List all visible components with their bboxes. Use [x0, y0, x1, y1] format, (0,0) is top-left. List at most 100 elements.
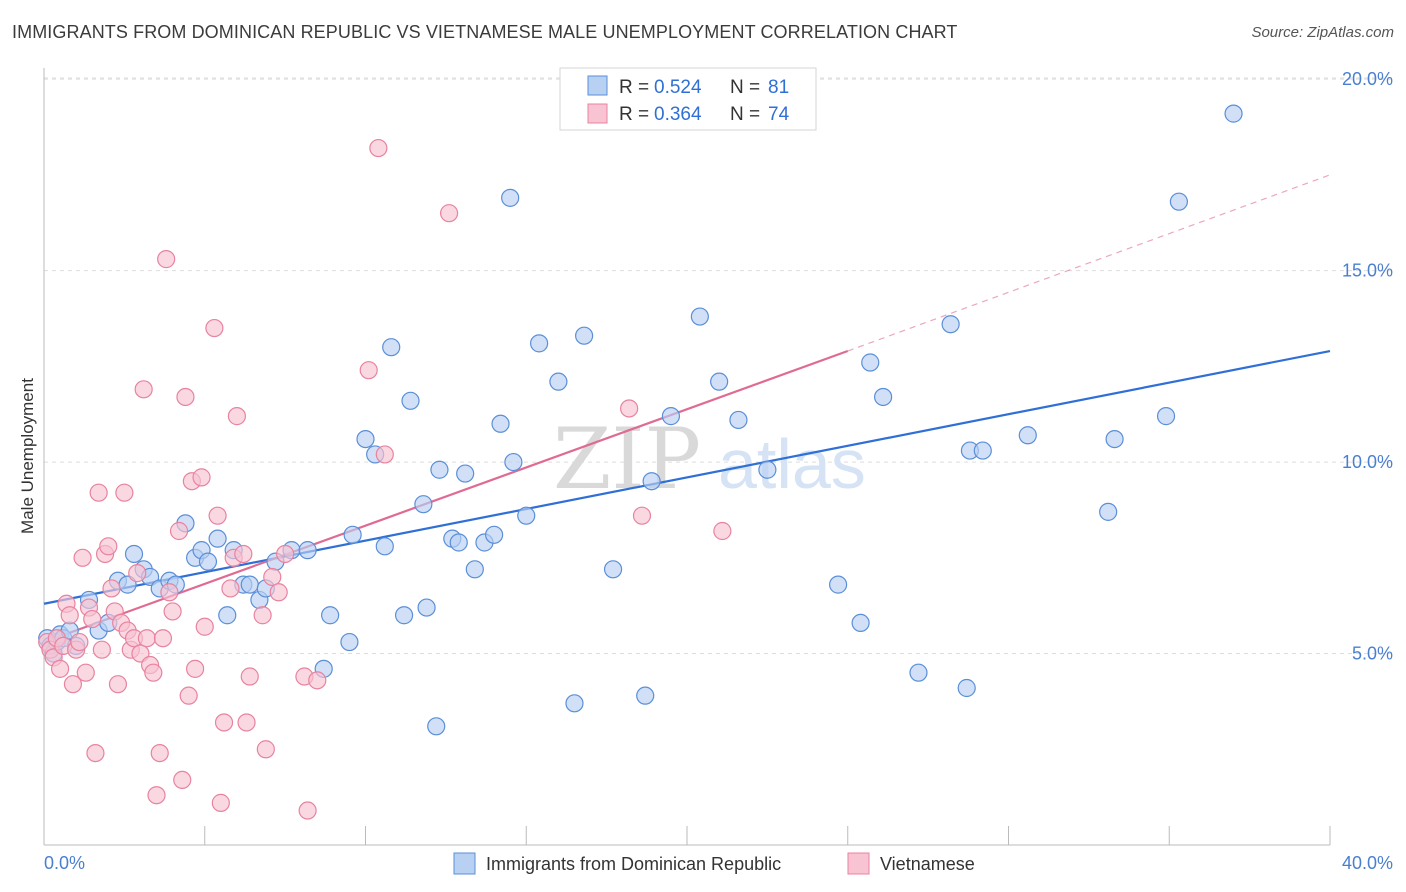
data-point-blue: [491, 414, 510, 433]
data-point-blue: [456, 464, 475, 483]
legend-n-label-pink: N =: [730, 104, 760, 125]
data-point-pink: [620, 399, 639, 418]
data-point-pink: [153, 629, 173, 648]
data-point-pink: [83, 609, 102, 629]
data-point-pink: [86, 743, 105, 763]
bottom-legend-label-pink: Vietnamese: [880, 854, 975, 874]
data-point-pink: [147, 786, 166, 805]
data-point-pink: [173, 770, 192, 790]
data-point-blue: [517, 506, 536, 525]
data-point-blue: [321, 606, 340, 625]
data-point-blue: [485, 525, 504, 544]
data-point-blue: [861, 353, 880, 372]
data-point-pink: [160, 583, 179, 602]
data-point-pink: [308, 671, 327, 690]
data-point-blue: [603, 560, 623, 579]
data-point-blue: [298, 541, 317, 560]
data-point-pink: [150, 743, 169, 763]
trend-line-extension-pink: [847, 174, 1331, 352]
data-point-pink: [195, 617, 214, 636]
data-point-pink: [176, 387, 195, 407]
series-blue: [38, 104, 1243, 736]
data-point-pink: [713, 521, 732, 541]
data-point-blue: [642, 472, 661, 491]
data-point-blue: [401, 391, 420, 410]
data-point-blue: [501, 188, 520, 207]
legend-n-value-pink: 74: [768, 104, 790, 125]
y-tick-label: 10.0%: [1342, 452, 1393, 472]
watermark-zip: ZIP: [553, 410, 701, 508]
legend-r-label-blue: R =: [619, 77, 649, 98]
data-point-blue: [427, 717, 446, 736]
data-point-blue: [941, 315, 960, 334]
data-point-blue: [340, 632, 359, 652]
data-point-blue: [356, 429, 375, 449]
y-tick-label: 15.0%: [1342, 261, 1393, 281]
data-point-blue: [394, 606, 414, 625]
y-tick-label: 20.0%: [1342, 69, 1393, 89]
legend-n-label-blue: N =: [730, 77, 760, 98]
data-point-pink: [186, 659, 205, 678]
data-point-pink: [60, 606, 79, 625]
x-tick-label-max: 40.0%: [1342, 853, 1393, 873]
data-point-pink: [269, 583, 288, 602]
data-point-pink: [115, 483, 134, 502]
data-point-pink: [73, 548, 92, 567]
data-point-pink: [214, 713, 234, 732]
chart-title: IMMIGRANTS FROM DOMINICAN REPUBLIC VS VI…: [12, 22, 958, 42]
data-point-pink: [102, 579, 121, 598]
data-point-blue: [829, 575, 848, 594]
y-tick-labels: 5.0% 10.0% 15.0% 20.0%: [1342, 69, 1393, 663]
legend: R = 0.524 N = 81 R = 0.364 N = 74: [559, 67, 817, 131]
bottom-legend-swatch-pink: [847, 852, 870, 875]
data-point-pink: [128, 564, 147, 583]
data-point-pink: [76, 663, 95, 682]
y-tick-label: 5.0%: [1352, 644, 1393, 664]
data-point-blue: [565, 694, 584, 713]
data-point-pink: [157, 250, 176, 269]
data-point-pink: [89, 483, 108, 502]
data-point-blue: [851, 613, 870, 633]
bottom-legend-swatch-blue: [453, 852, 476, 875]
data-point-pink: [192, 468, 211, 487]
data-point-blue: [1169, 192, 1188, 211]
data-point-pink: [237, 713, 256, 732]
data-point-blue: [465, 560, 484, 579]
watermark: ZIP atlas: [553, 410, 866, 508]
data-point-blue: [758, 460, 777, 479]
data-point-pink: [211, 793, 230, 812]
data-point-pink: [208, 506, 227, 525]
data-point-blue: [973, 441, 992, 460]
y-axis-title: Male Unemployment: [18, 378, 37, 534]
data-point-blue: [208, 529, 227, 548]
data-point-pink: [205, 318, 224, 338]
data-point-blue: [1156, 407, 1176, 426]
data-point-pink: [144, 663, 163, 682]
legend-r-value-blue: 0.524: [654, 77, 702, 98]
data-point-blue: [198, 552, 218, 571]
data-point-blue: [417, 598, 436, 617]
grid-lines: [44, 77, 1393, 655]
data-point-blue: [414, 495, 433, 514]
source-label: Source: ZipAtlas.com: [1251, 24, 1394, 41]
data-point-pink: [163, 602, 182, 621]
data-point-blue: [710, 372, 729, 391]
data-point-pink: [439, 204, 459, 223]
data-points: [38, 104, 1243, 820]
data-point-blue: [430, 460, 449, 479]
data-point-blue: [449, 533, 468, 552]
data-point-blue: [1224, 104, 1243, 123]
legend-swatch-blue: [587, 75, 608, 96]
data-point-blue: [909, 663, 928, 682]
data-point-pink: [240, 667, 259, 686]
axes: [43, 68, 1331, 846]
data-point-pink: [234, 544, 253, 564]
series-pink: [38, 138, 732, 820]
data-point-pink: [92, 640, 111, 659]
data-point-blue: [661, 407, 681, 426]
data-point-pink: [179, 686, 198, 705]
data-point-pink: [632, 506, 652, 525]
bottom-legend-label-blue: Immigrants from Dominican Republic: [486, 854, 781, 874]
legend-r-label-pink: R =: [619, 104, 649, 125]
data-point-blue: [690, 307, 709, 326]
